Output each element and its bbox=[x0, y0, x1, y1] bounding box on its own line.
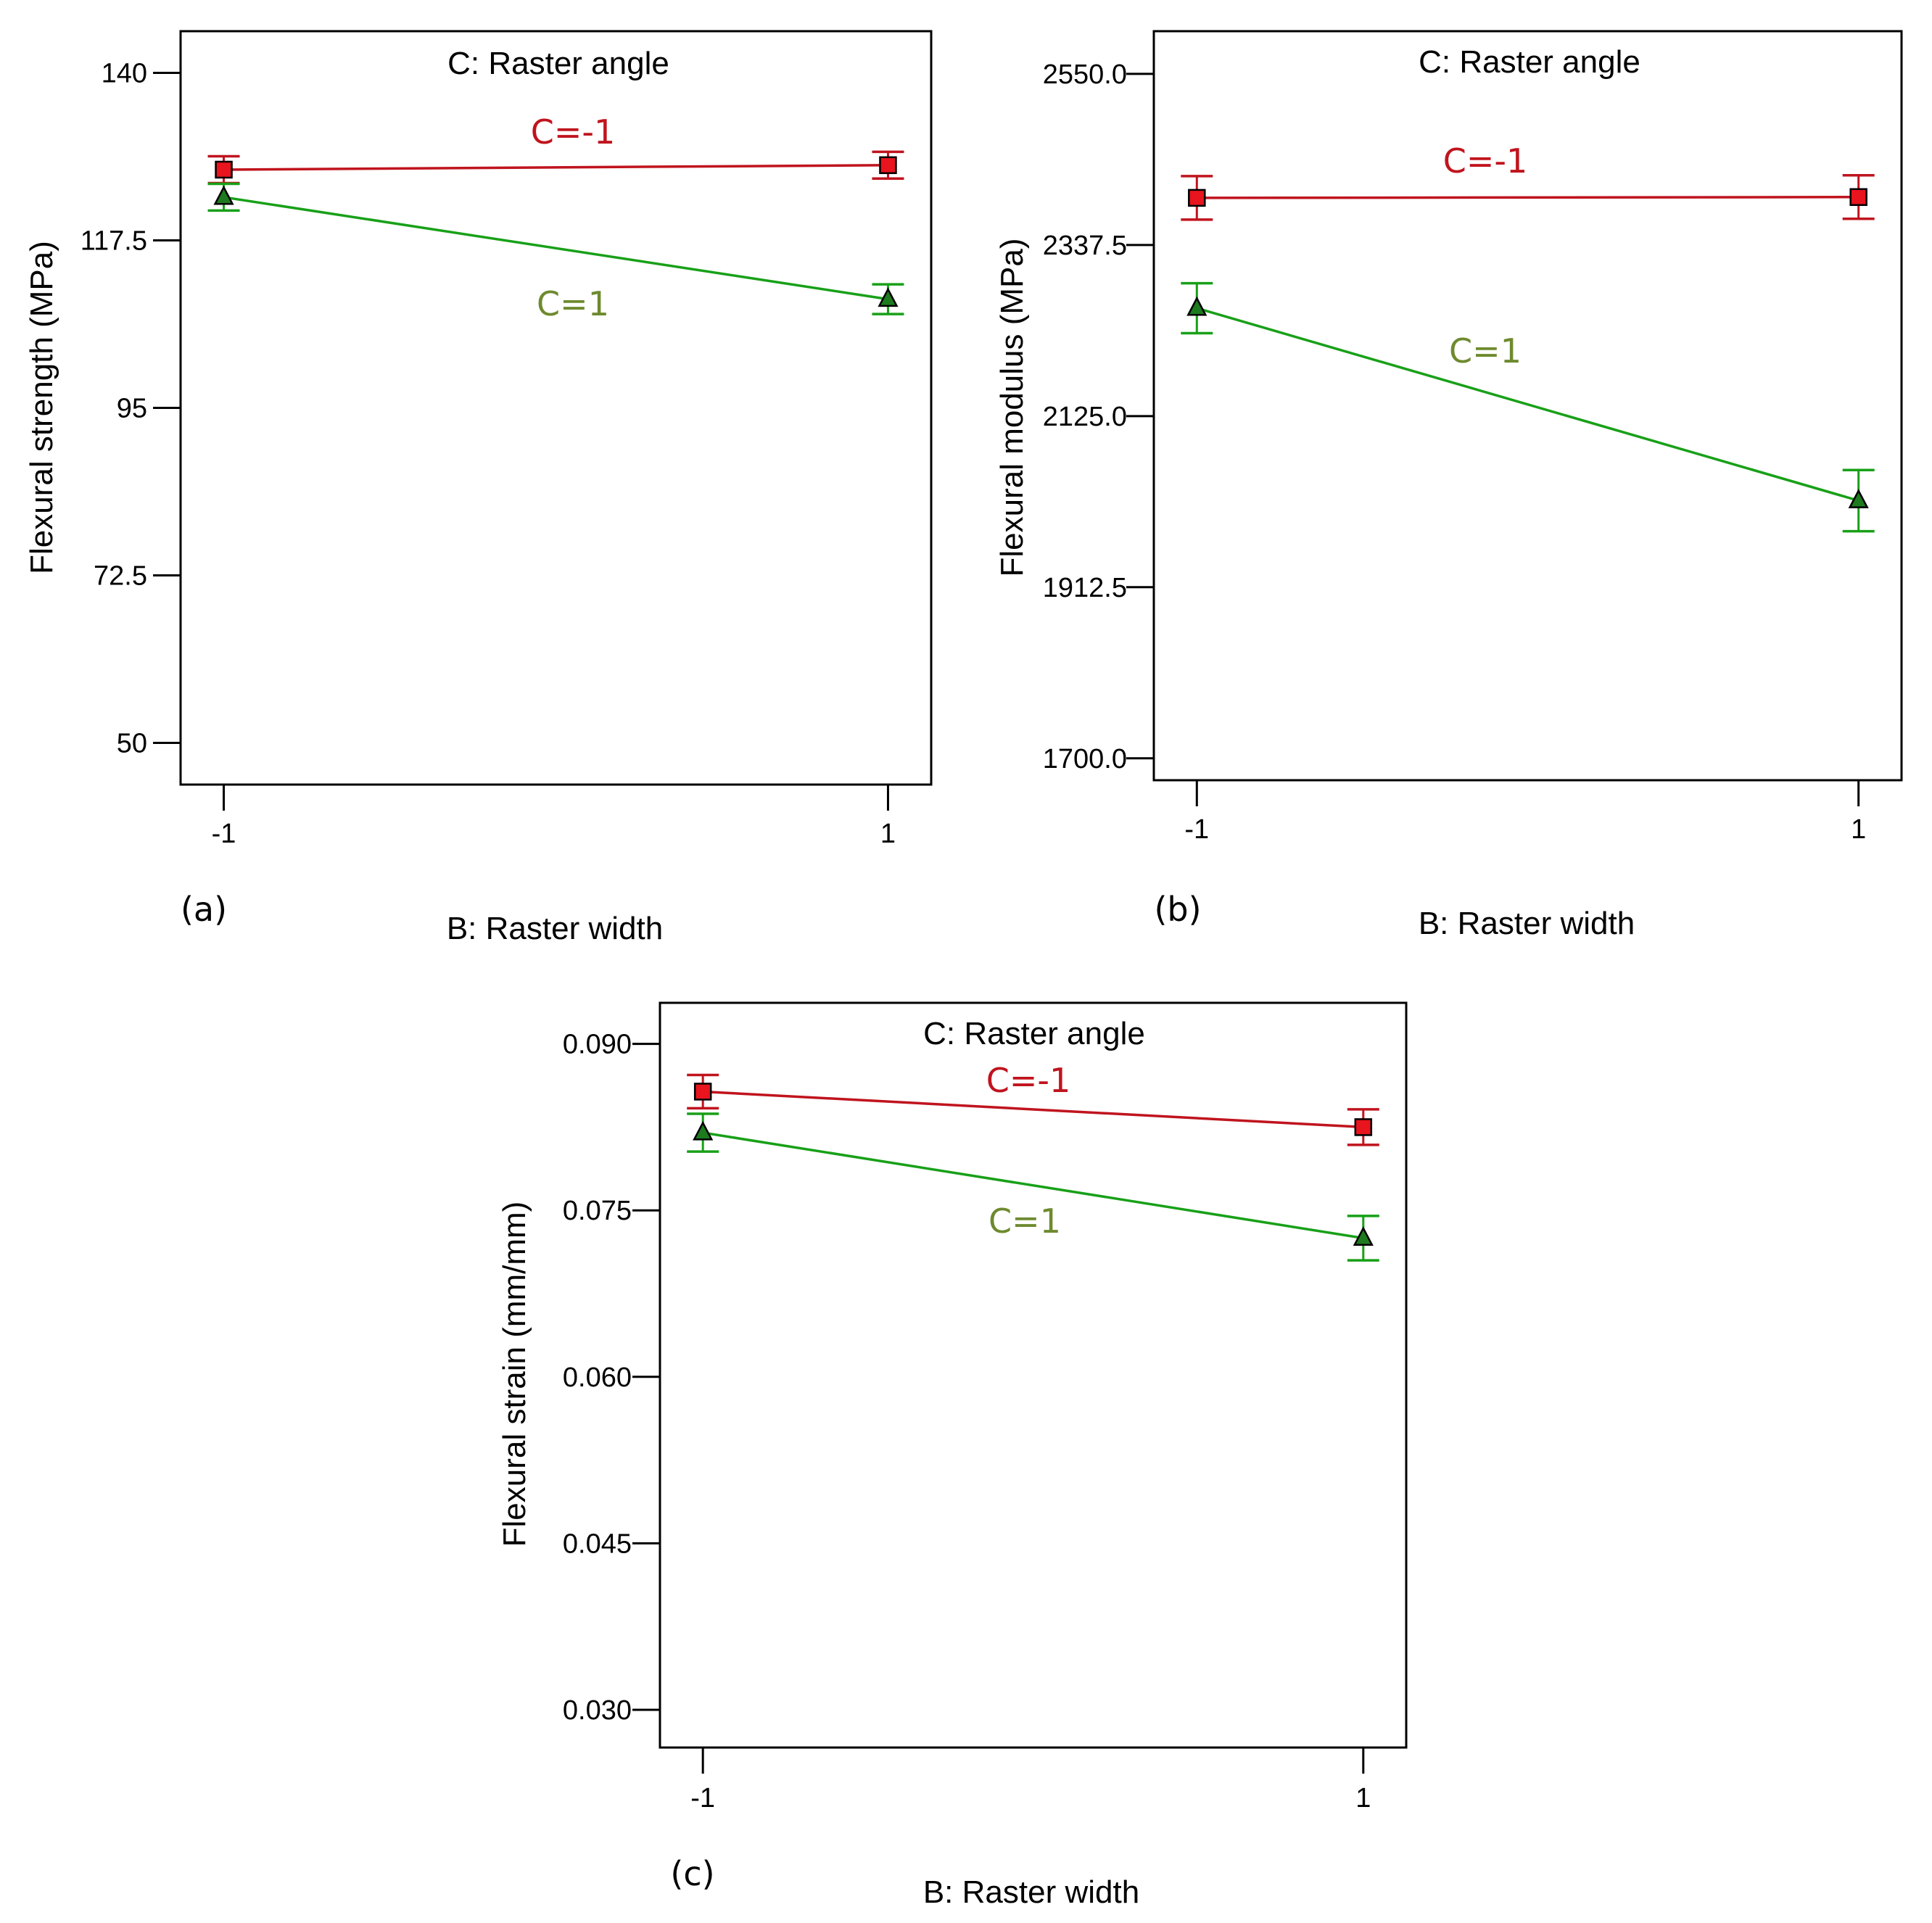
x-axis-label: B: Raster width bbox=[923, 1874, 1139, 1910]
panel-label: (c) bbox=[670, 1854, 714, 1893]
data-point-square bbox=[693, 1083, 712, 1101]
x-tick-label: 1 bbox=[880, 819, 896, 849]
legend-title: C: Raster angle bbox=[923, 1016, 1145, 1051]
data-point-square bbox=[215, 160, 233, 179]
series-label: C=-1 bbox=[986, 1061, 1071, 1100]
series-c-plus-1: C=1 bbox=[687, 1112, 1379, 1262]
y-axis-label: Flexural modulus (MPa) bbox=[994, 238, 1030, 576]
x-tick-label: -1 bbox=[1184, 814, 1209, 845]
data-point-triangle bbox=[213, 185, 234, 205]
y-tick-label: 117.5 bbox=[80, 226, 147, 256]
data-point-triangle bbox=[1353, 1226, 1374, 1246]
data-point-square bbox=[1188, 189, 1206, 207]
chart-panel-c: 0.030 0.045 0.060 0.075 0.090 -1 1 C: Raster an… bbox=[497, 1001, 1408, 1910]
series-line bbox=[703, 1090, 1363, 1129]
series-label: C=-1 bbox=[531, 112, 616, 152]
plot-frame bbox=[659, 1001, 1408, 1749]
x-axis-label: B: Raster width bbox=[1419, 906, 1635, 941]
series-c-minus-1: C=-1 bbox=[207, 112, 904, 185]
panel-label: (b) bbox=[1154, 890, 1201, 929]
series-line bbox=[223, 164, 888, 171]
y-tick-label: 95 bbox=[117, 394, 147, 424]
chart-panel-a: 50 72.5 95 117.5 140 -1 1 C: Raster angle B: Ras… bbox=[24, 30, 933, 946]
y-tick-label: 2550.0 bbox=[1043, 59, 1127, 90]
data-point-triangle bbox=[1186, 296, 1208, 316]
y-tick-label: 2125.0 bbox=[1043, 402, 1127, 432]
y-tick-label: 2337.5 bbox=[1043, 231, 1127, 261]
series-c-plus-1: C=1 bbox=[207, 182, 904, 323]
legend-title: C: Raster angle bbox=[447, 46, 669, 81]
plot-frame bbox=[1152, 30, 1903, 782]
series-c-minus-1: C=-1 bbox=[1181, 141, 1875, 221]
series-label: C=1 bbox=[537, 284, 609, 323]
series-c-minus-1: C=-1 bbox=[687, 1061, 1379, 1146]
data-point-triangle bbox=[878, 287, 899, 307]
x-tick-label: -1 bbox=[212, 819, 236, 849]
data-point-square bbox=[1354, 1118, 1373, 1136]
data-point-square bbox=[879, 156, 897, 175]
data-point-triangle bbox=[693, 1120, 714, 1141]
x-axis-label: B: Raster width bbox=[447, 911, 663, 946]
y-tick-label: 140 bbox=[102, 58, 147, 88]
data-point-square bbox=[1849, 188, 1867, 207]
x-tick-label: 1 bbox=[1355, 1783, 1371, 1814]
y-tick-label: 0.075 bbox=[563, 1196, 632, 1226]
x-tick-label: 1 bbox=[1851, 814, 1866, 845]
y-tick-label: 1912.5 bbox=[1043, 573, 1127, 603]
y-axis-label: Flexural strain (mm/mm) bbox=[497, 1202, 532, 1547]
series-line bbox=[223, 196, 888, 301]
panel-label: (a) bbox=[181, 890, 227, 929]
series-line bbox=[1197, 196, 1859, 199]
series-label: C=-1 bbox=[1443, 141, 1528, 181]
y-axis-label: Flexural strength (MPa) bbox=[24, 241, 59, 574]
series-line bbox=[1196, 307, 1859, 503]
legend-title: C: Raster angle bbox=[1419, 44, 1640, 80]
y-tick-label: 0.090 bbox=[563, 1030, 632, 1060]
data-point-triangle bbox=[1848, 489, 1869, 508]
series-label: C=1 bbox=[1449, 331, 1522, 371]
y-tick-label: 0.030 bbox=[563, 1695, 632, 1726]
y-tick-label: 1700.0 bbox=[1043, 744, 1127, 774]
chart-panel-b: 1700.0 1912.5 2125.0 2337.5 2550.0 -1 1 C: Rast… bbox=[994, 30, 1903, 941]
y-tick-label: 50 bbox=[117, 729, 147, 759]
y-tick-label: 0.060 bbox=[563, 1362, 632, 1393]
y-tick-label: 0.045 bbox=[563, 1529, 632, 1559]
x-tick-label: -1 bbox=[690, 1783, 715, 1814]
series-c-plus-1: C=1 bbox=[1181, 281, 1875, 533]
y-tick-label: 72.5 bbox=[94, 561, 147, 592]
series-line bbox=[702, 1131, 1364, 1240]
series-label: C=1 bbox=[988, 1202, 1061, 1241]
